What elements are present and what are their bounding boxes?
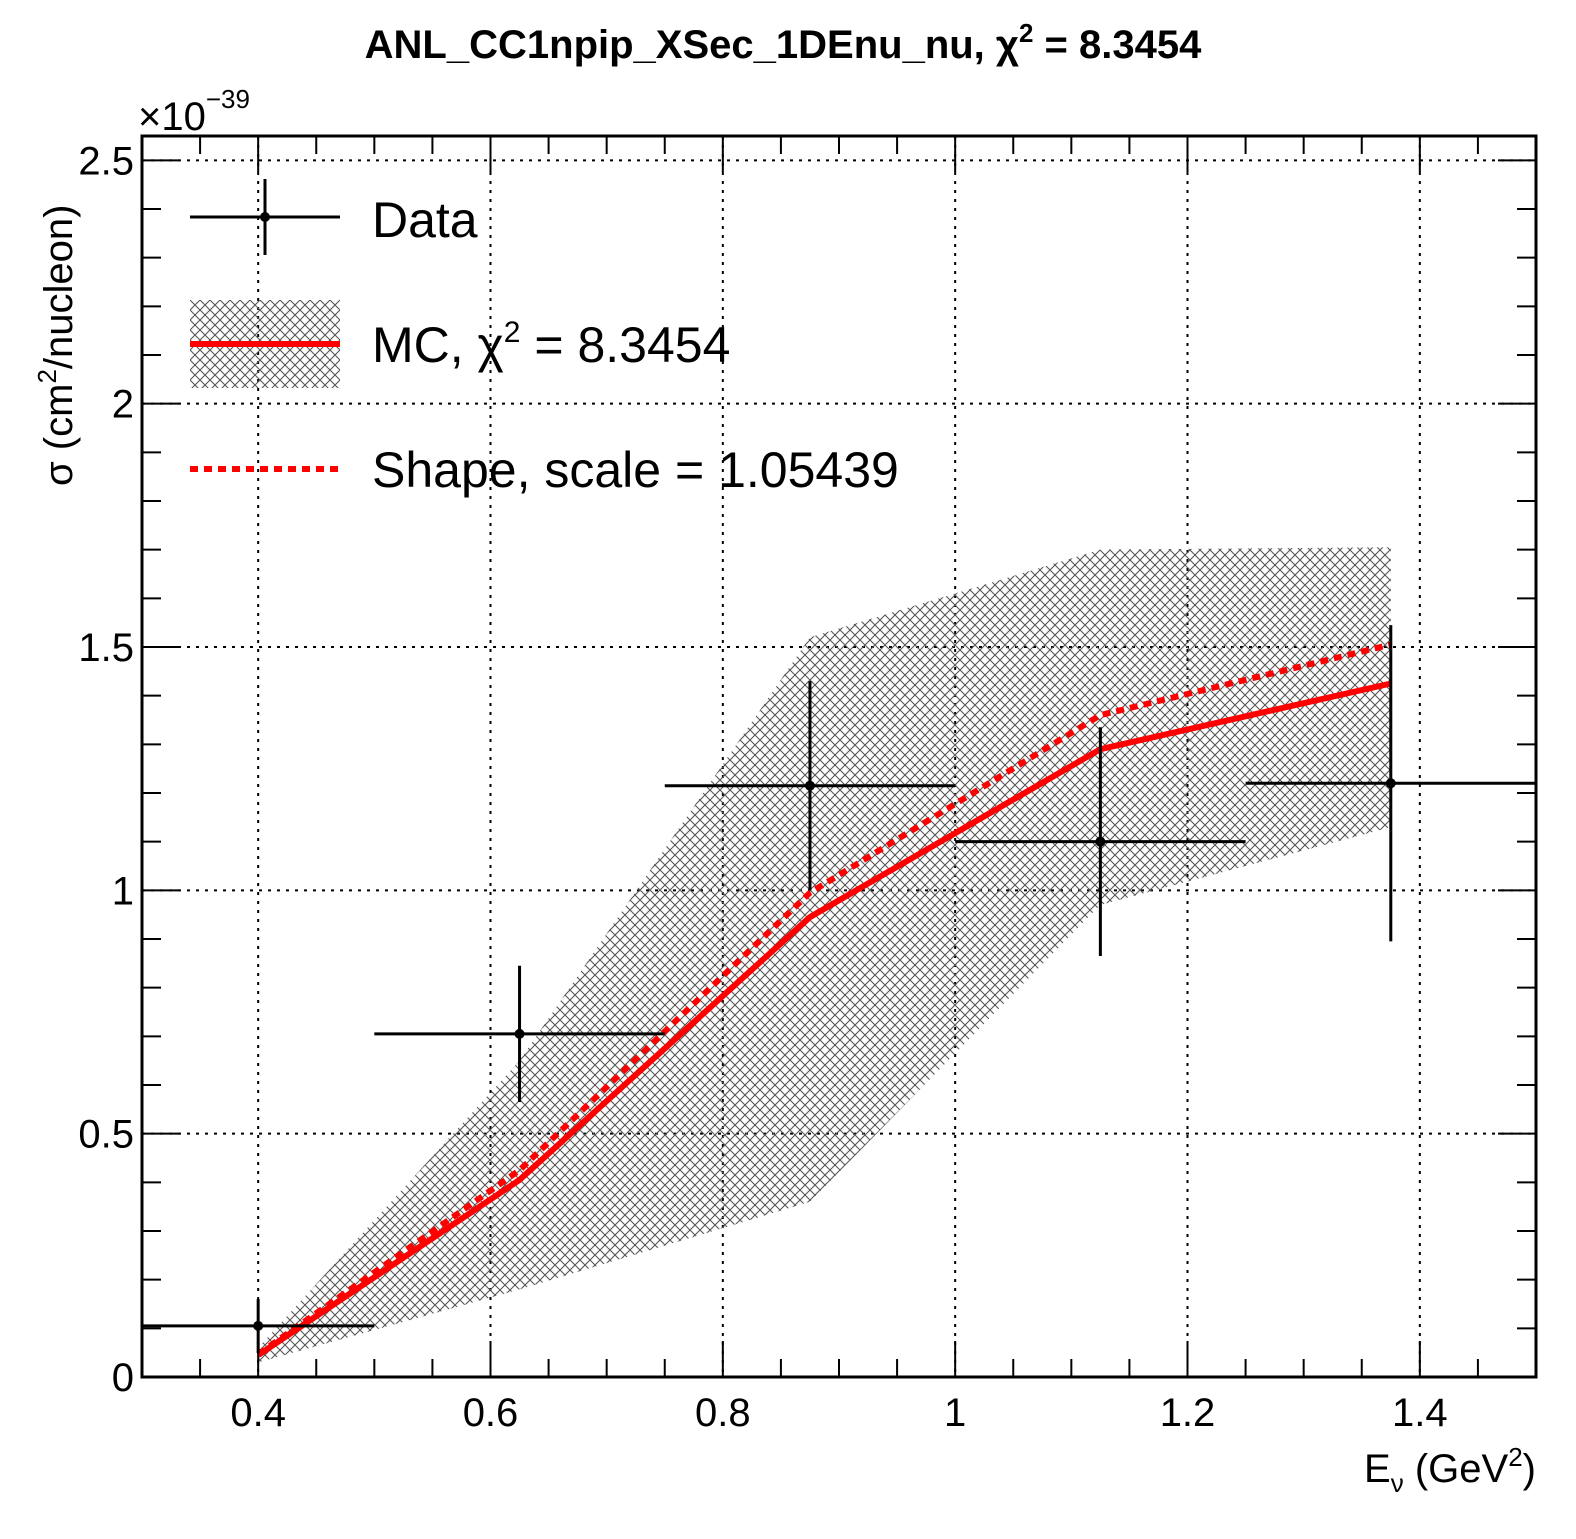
legend-label-mc: MC, χ2 = 8.3454 xyxy=(372,316,730,373)
data-point-group xyxy=(955,727,1246,957)
y-tick-label: 1.5 xyxy=(78,626,134,670)
data-point xyxy=(514,1028,525,1039)
axis-ticks xyxy=(141,136,1537,1378)
x-tick-label: 1 xyxy=(944,1391,966,1435)
y-tick-label: 0 xyxy=(112,1356,134,1400)
x-tick-label: 0.8 xyxy=(695,1391,751,1435)
data-point xyxy=(804,780,815,791)
mc-line xyxy=(256,680,1392,1358)
y-tick-label: 2 xyxy=(112,383,134,427)
data-point xyxy=(1095,836,1106,847)
y-exponent: ×10−39 xyxy=(138,84,250,139)
legend-entry-shape: Shape, scale = 1.05439 xyxy=(190,442,899,498)
x-tick-label: 1.2 xyxy=(1160,1391,1216,1435)
data-point xyxy=(253,1320,264,1331)
data-point xyxy=(1385,778,1396,789)
y-tick-label: 1 xyxy=(112,869,134,913)
data-point-group xyxy=(374,965,665,1103)
legend-entry-data: Data xyxy=(190,179,478,255)
data-point-group xyxy=(1245,625,1536,942)
x-tick-label: 1.4 xyxy=(1392,1391,1448,1435)
shape-line xyxy=(256,641,1392,1357)
legend-label-shape: Shape, scale = 1.05439 xyxy=(372,442,899,498)
x-tick-labels: 0.4 0.6 0.8 1 1.2 1.4 xyxy=(230,1391,1447,1435)
chart-title: ANL_CC1npip_XSec_1DEnu_nu, χ2 = 8.3454 xyxy=(365,18,1202,67)
legend: Data MC, χ2 = 8.3454 Shape, scale = 1.05… xyxy=(190,179,899,498)
x-axis-label: Eν (GeV2) xyxy=(1364,1442,1536,1498)
data-point-group xyxy=(664,681,956,891)
legend-entry-mc: MC, χ2 = 8.3454 xyxy=(190,300,730,388)
y-tick-label: 0.5 xyxy=(78,1113,134,1157)
data-layer xyxy=(142,625,1536,1353)
x-tick-label: 0.4 xyxy=(230,1391,286,1435)
y-tick-labels: 0 0.5 1 1.5 2 2.5 xyxy=(78,139,134,1400)
x-tick-label: 0.6 xyxy=(463,1391,519,1435)
y-tick-label: 2.5 xyxy=(78,139,134,183)
curve-layer xyxy=(256,641,1392,1358)
y-axis-label: σ (cm2/nucleon) xyxy=(32,205,81,486)
legend-label-data: Data xyxy=(372,192,478,248)
